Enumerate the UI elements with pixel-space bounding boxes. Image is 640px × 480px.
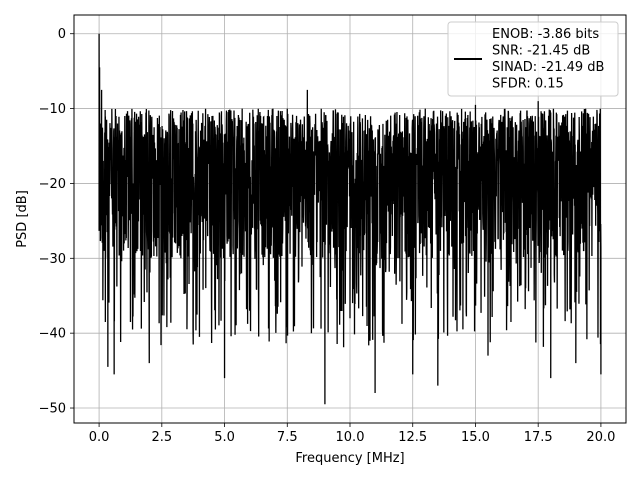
- x-axis-label: Frequency [MHz]: [295, 451, 404, 466]
- x-tick-label: 0.0: [89, 430, 110, 445]
- x-tick-label: 15.0: [461, 430, 490, 445]
- legend: ENOB: -3.86 bits SNR: -21.45 dB SINAD: -…: [447, 21, 619, 97]
- y-axis-label: PSD [dB]: [15, 190, 30, 248]
- y-tick-label: −20: [39, 177, 66, 192]
- x-tick-label: 10.0: [336, 430, 365, 445]
- y-axis-ticks: 0 −10 −20 −30 −40 −50: [39, 27, 74, 417]
- x-tick-label: 2.5: [151, 430, 172, 445]
- x-tick-label: 20.0: [586, 430, 615, 445]
- legend-label: ENOB: -3.86 bits SNR: -21.45 dB SINAD: -…: [492, 27, 609, 92]
- plot-series: [98, 33, 602, 405]
- y-tick-label: 0: [58, 27, 66, 42]
- legend-sfdr: SFDR: 0.15: [492, 77, 564, 92]
- x-tick-label: 17.5: [524, 430, 553, 445]
- legend-sinad: SINAD: -21.49 dB: [492, 60, 604, 75]
- legend-snr: SNR: -21.45 dB: [492, 44, 590, 59]
- x-axis-ticks: 0.0 2.5 5.0 7.5 10.0 12.5 15.0 17.5 20.0: [89, 423, 615, 445]
- legend-enob: ENOB: -3.86 bits: [492, 27, 599, 42]
- y-tick-label: −30: [39, 252, 66, 267]
- y-tick-label: −10: [39, 102, 66, 117]
- x-tick-label: 5.0: [214, 430, 235, 445]
- x-tick-label: 12.5: [398, 430, 427, 445]
- x-tick-label: 7.5: [277, 430, 298, 445]
- y-tick-label: −50: [39, 402, 66, 417]
- psd-series-line: [98, 33, 602, 405]
- legend-box: [447, 21, 619, 97]
- y-tick-label: −40: [39, 327, 66, 342]
